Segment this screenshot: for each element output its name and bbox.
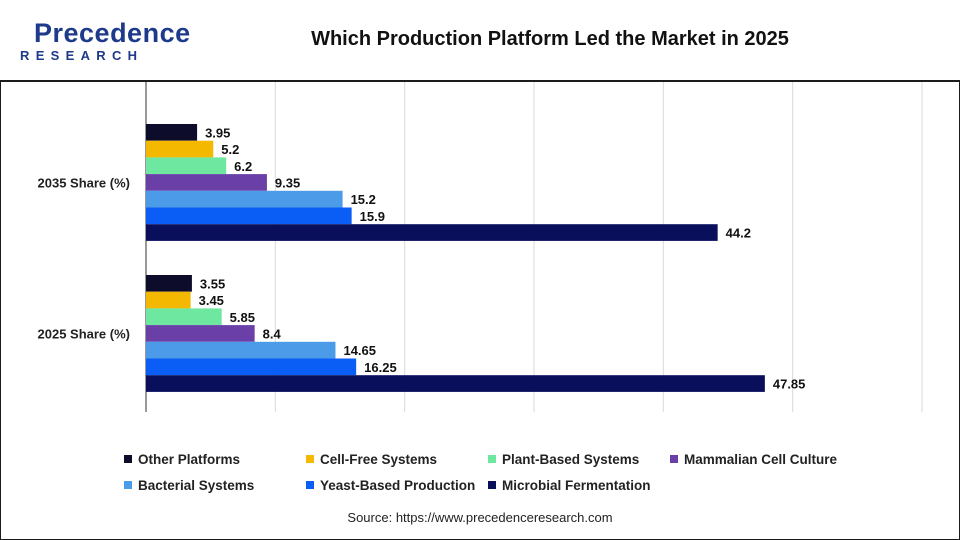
- legend-item: Yeast-Based Production: [306, 478, 475, 493]
- bar-chart: 01020304050602035 Share (%)2025 Share (%…: [38, 82, 923, 412]
- legend-swatch: [306, 455, 314, 463]
- logo-subtitle: RESEARCH: [20, 48, 144, 63]
- data-label: 3.55: [200, 276, 225, 291]
- legend-label: Plant-Based Systems: [502, 452, 640, 467]
- bar: [146, 275, 192, 292]
- legend-label: Mammalian Cell Culture: [684, 452, 838, 467]
- bar: [146, 140, 214, 158]
- brand-logo: Precedence RESEARCH: [18, 18, 190, 63]
- legend-item: Cell-Free Systems: [306, 452, 437, 467]
- bar: [146, 174, 267, 191]
- legend-swatch: [488, 455, 496, 463]
- legend-label: Bacterial Systems: [138, 478, 255, 493]
- source-note: Source: https://www.precedenceresearch.c…: [347, 510, 613, 525]
- legend-swatch: [306, 481, 314, 489]
- bar: [146, 157, 227, 175]
- legend-label: Cell-Free Systems: [320, 452, 438, 467]
- legend-swatch: [488, 481, 496, 489]
- data-label: 14.65: [343, 343, 376, 358]
- data-label: 5.85: [230, 310, 255, 325]
- bar: [146, 358, 357, 376]
- bar: [146, 124, 198, 141]
- data-label: 16.25: [364, 360, 397, 375]
- bar: [146, 375, 765, 392]
- data-label: 5.2: [221, 142, 239, 157]
- legend-label: Other Platforms: [138, 452, 241, 467]
- data-label: 3.45: [199, 293, 224, 308]
- legend-swatch: [124, 481, 132, 489]
- bar: [146, 291, 191, 309]
- legend-item: Plant-Based Systems: [488, 452, 639, 467]
- category-label: 2025 Share (%): [38, 326, 131, 341]
- data-label: 9.35: [275, 175, 300, 190]
- data-label: 15.2: [351, 192, 376, 207]
- legend-item: Bacterial Systems: [124, 478, 254, 493]
- legend-label: Yeast-Based Production: [320, 478, 476, 493]
- legend-item: Mammalian Cell Culture: [670, 452, 837, 467]
- legend-label: Microbial Fermentation: [502, 478, 651, 493]
- bar: [146, 207, 352, 225]
- data-label: 6.2: [234, 159, 252, 174]
- bar: [146, 308, 222, 326]
- category-label: 2035 Share (%): [38, 175, 131, 190]
- header: Precedence RESEARCH Which Production Pla…: [0, 0, 960, 82]
- data-label: 15.9: [360, 209, 385, 224]
- data-label: 47.85: [773, 377, 806, 392]
- legend-item: Other Platforms: [124, 452, 240, 467]
- bar: [146, 325, 255, 342]
- legend-swatch: [124, 455, 132, 463]
- legend-swatch: [670, 455, 678, 463]
- data-label: 44.2: [726, 226, 751, 241]
- chart-title: Which Production Platform Led the Market…: [311, 28, 789, 50]
- logo-wordmark: Precedence: [34, 18, 191, 48]
- bar: [146, 190, 343, 208]
- bar: [146, 341, 336, 359]
- legend-item: Microbial Fermentation: [488, 478, 651, 493]
- data-label: 8.4: [263, 326, 282, 341]
- bar: [146, 224, 718, 241]
- data-label: 3.95: [205, 125, 230, 140]
